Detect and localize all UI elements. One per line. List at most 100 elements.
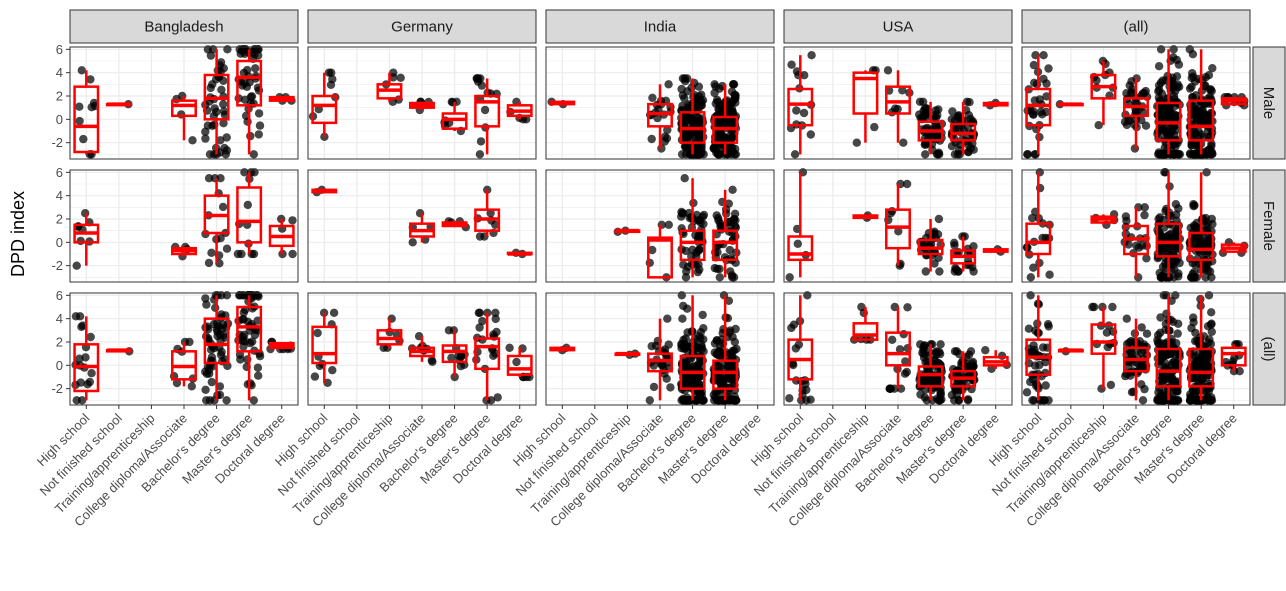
facet-strip-label: USA [883, 19, 914, 36]
data-point [1154, 148, 1164, 157]
data-point [697, 345, 706, 354]
data-point [201, 134, 210, 143]
data-point [800, 71, 809, 80]
data-point [698, 310, 707, 320]
data-point [472, 74, 481, 83]
data-point [1188, 69, 1197, 78]
data-point [1207, 327, 1217, 336]
data-point [246, 338, 255, 348]
panel-border [69, 169, 299, 283]
data-point [1207, 319, 1216, 328]
data-point [314, 105, 323, 114]
data-point [921, 267, 930, 276]
box-iqr [1155, 347, 1182, 388]
data-point [981, 346, 990, 355]
data-point [964, 147, 973, 156]
data-point [246, 379, 255, 388]
data-point [1138, 396, 1148, 405]
box-iqr [852, 71, 879, 115]
data-point [1158, 273, 1167, 282]
data-point [86, 75, 95, 84]
data-point [251, 64, 260, 73]
y-tick-label: 2 [56, 89, 63, 104]
data-point [255, 121, 265, 130]
data-point [1186, 363, 1196, 372]
box-iqr [474, 337, 501, 371]
y-tick-label: 2 [56, 212, 63, 227]
data-point [731, 98, 740, 107]
data-point [1191, 234, 1200, 243]
data-point [663, 314, 672, 323]
data-point [1140, 210, 1149, 220]
data-point [254, 371, 263, 380]
data-point [201, 385, 210, 394]
data-point [483, 308, 492, 317]
data-point [1161, 362, 1170, 372]
data-point [654, 105, 663, 114]
data-point [678, 314, 687, 323]
data-point [483, 185, 492, 194]
data-point [201, 367, 210, 376]
data-point [963, 362, 972, 371]
data-point [235, 350, 245, 359]
data-point [955, 350, 964, 359]
y-tick-label: 0 [56, 235, 63, 250]
data-point [1140, 203, 1150, 212]
data-point [288, 249, 297, 259]
data-point [935, 150, 944, 159]
data-point [726, 217, 735, 226]
panel-border [307, 46, 537, 160]
data-point [694, 332, 704, 341]
data-point [947, 115, 956, 124]
data-point [76, 236, 85, 246]
data-point [87, 369, 96, 378]
data-point [681, 150, 691, 159]
data-point [794, 340, 804, 349]
box-iqr [852, 322, 879, 341]
data-point [934, 214, 944, 224]
data-point [859, 308, 868, 318]
data-point [254, 130, 263, 139]
box-iqr [885, 331, 911, 367]
data-point [1028, 213, 1037, 223]
data-point [1173, 387, 1182, 396]
data-point [1026, 291, 1035, 300]
data-point [731, 150, 741, 159]
data-point [645, 396, 654, 405]
data-point [234, 94, 243, 103]
data-point [449, 326, 458, 335]
data-point [710, 80, 719, 89]
data-point [1022, 150, 1032, 159]
box-iqr [787, 87, 814, 127]
data-point [77, 66, 87, 75]
data-point [172, 378, 182, 388]
data-point [954, 396, 963, 405]
data-point [1137, 323, 1146, 332]
data-point [1026, 273, 1036, 282]
data-point [920, 393, 929, 402]
data-point [214, 322, 223, 331]
data-point [213, 331, 222, 341]
data-point [681, 77, 690, 86]
data-point [251, 45, 260, 54]
data-point [1202, 168, 1211, 177]
data-point [965, 98, 974, 107]
data-point [1130, 120, 1139, 129]
facet-strip-label: (all) [1124, 19, 1149, 36]
data-point [327, 68, 336, 77]
facet-strip-label: India [644, 19, 677, 36]
data-point [1156, 45, 1166, 54]
data-point [662, 374, 671, 383]
data-point [915, 110, 924, 119]
data-point [250, 168, 259, 177]
y-tick-label: 4 [56, 188, 63, 203]
data-point [389, 73, 398, 82]
data-point [1035, 168, 1045, 177]
data-point [726, 254, 736, 263]
data-point [1142, 254, 1151, 263]
data-point [920, 341, 929, 350]
data-point [328, 366, 337, 375]
data-point [1195, 363, 1205, 372]
data-point [240, 330, 249, 340]
data-point [243, 200, 252, 210]
